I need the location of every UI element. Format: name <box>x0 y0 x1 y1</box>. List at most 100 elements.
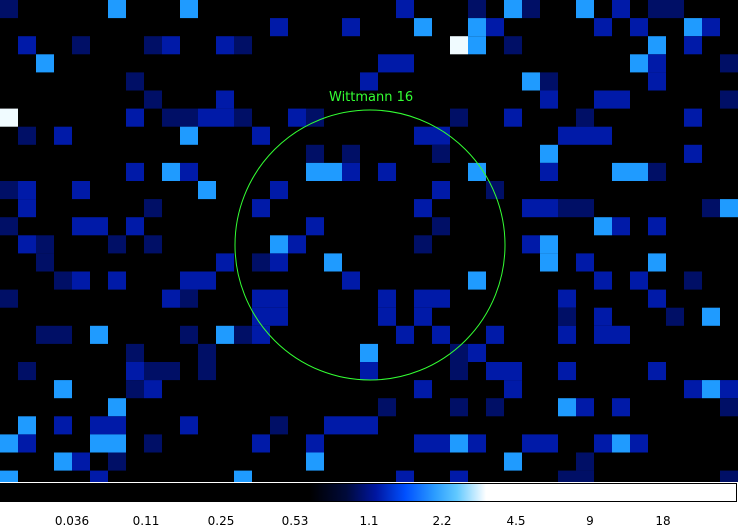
image-pixel <box>0 289 18 308</box>
image-pixel <box>450 434 468 453</box>
pixel-map <box>0 0 738 482</box>
image-pixel <box>126 343 144 362</box>
image-pixel <box>0 434 18 453</box>
colorbar-tick: 0.53 <box>281 514 309 528</box>
image-pixel <box>486 181 504 200</box>
image-pixel <box>108 452 126 471</box>
image-pixel <box>36 325 54 344</box>
image-pixel <box>234 108 252 127</box>
image-pixel <box>594 18 612 37</box>
colorbar <box>0 483 737 502</box>
image-pixel <box>450 362 468 381</box>
image-pixel <box>702 307 720 326</box>
region-circle[interactable] <box>234 109 506 381</box>
image-pixel <box>414 434 432 453</box>
image-pixel <box>630 162 648 181</box>
image-pixel <box>90 217 108 236</box>
image-pixel <box>144 36 162 55</box>
image-pixel <box>648 362 666 381</box>
image-pixel <box>558 307 576 326</box>
image-pixel <box>720 199 738 218</box>
image-pixel <box>216 90 234 109</box>
image-pixel <box>0 0 18 19</box>
image-pixel <box>540 434 558 453</box>
image-pixel <box>522 72 540 91</box>
image-pixel <box>522 199 540 218</box>
image-pixel <box>540 144 558 163</box>
image-pixel <box>558 325 576 344</box>
image-pixel <box>594 325 612 344</box>
image-pixel <box>234 470 252 482</box>
image-pixel <box>324 253 342 272</box>
image-pixel <box>36 235 54 254</box>
image-pixel <box>630 271 648 290</box>
image-pixel <box>180 126 198 145</box>
image-pixel <box>306 108 324 127</box>
colorbar-tick: 18 <box>655 514 671 528</box>
image-pixel <box>270 289 288 308</box>
image-pixel <box>324 162 342 181</box>
image-pixel <box>450 398 468 417</box>
image-pixel <box>72 36 90 55</box>
image-pixel <box>702 380 720 399</box>
image-pixel <box>648 162 666 181</box>
image-pixel <box>306 452 324 471</box>
colorbar-tick: 0.11 <box>132 514 160 528</box>
image-pixel <box>450 470 468 482</box>
image-pixel <box>504 380 522 399</box>
image-pixel <box>306 144 324 163</box>
image-pixel <box>180 325 198 344</box>
image-pixel <box>306 217 324 236</box>
image-pixel <box>720 470 738 482</box>
image-pixel <box>468 36 486 55</box>
image-pixel <box>648 54 666 73</box>
image-pixel <box>252 325 270 344</box>
image-pixel <box>378 307 396 326</box>
image-pixel <box>180 0 198 19</box>
image-pixel <box>54 325 72 344</box>
image-pixel <box>396 0 414 19</box>
image-pixel <box>486 18 504 37</box>
image-pixel <box>558 199 576 218</box>
image-pixel <box>594 307 612 326</box>
image-pixel <box>468 434 486 453</box>
image-pixel <box>702 18 720 37</box>
image-pixel <box>360 343 378 362</box>
image-pixel <box>594 271 612 290</box>
image-pixel <box>540 72 558 91</box>
image-pixel <box>612 325 630 344</box>
image-pixel <box>432 144 450 163</box>
image-pixel <box>468 0 486 19</box>
image-pixel <box>144 434 162 453</box>
image-pixel <box>180 162 198 181</box>
image-pixel <box>18 199 36 218</box>
image-pixel <box>144 90 162 109</box>
image-pixel <box>504 452 522 471</box>
image-pixel <box>558 398 576 417</box>
image-pixel <box>594 126 612 145</box>
image-pixel <box>702 199 720 218</box>
image-pixel <box>540 162 558 181</box>
image-pixel <box>0 217 18 236</box>
image-pixel <box>54 380 72 399</box>
image-pixel <box>18 235 36 254</box>
image-pixel <box>72 271 90 290</box>
image-pixel <box>162 362 180 381</box>
image-pixel <box>342 144 360 163</box>
image-pixel <box>216 253 234 272</box>
image-pixel <box>18 36 36 55</box>
image-pixel <box>720 54 738 73</box>
image-pixel <box>270 253 288 272</box>
image-pixel <box>612 0 630 19</box>
image-pixel <box>558 289 576 308</box>
image-pixel <box>648 0 666 19</box>
image-pixel <box>126 72 144 91</box>
image-pixel <box>486 398 504 417</box>
image-pixel <box>234 325 252 344</box>
image-pixel <box>468 18 486 37</box>
image-pixel <box>342 271 360 290</box>
image-panel[interactable]: Wittmann 16 <box>0 0 738 482</box>
image-pixel <box>630 434 648 453</box>
image-pixel <box>450 36 468 55</box>
image-pixel <box>0 181 18 200</box>
